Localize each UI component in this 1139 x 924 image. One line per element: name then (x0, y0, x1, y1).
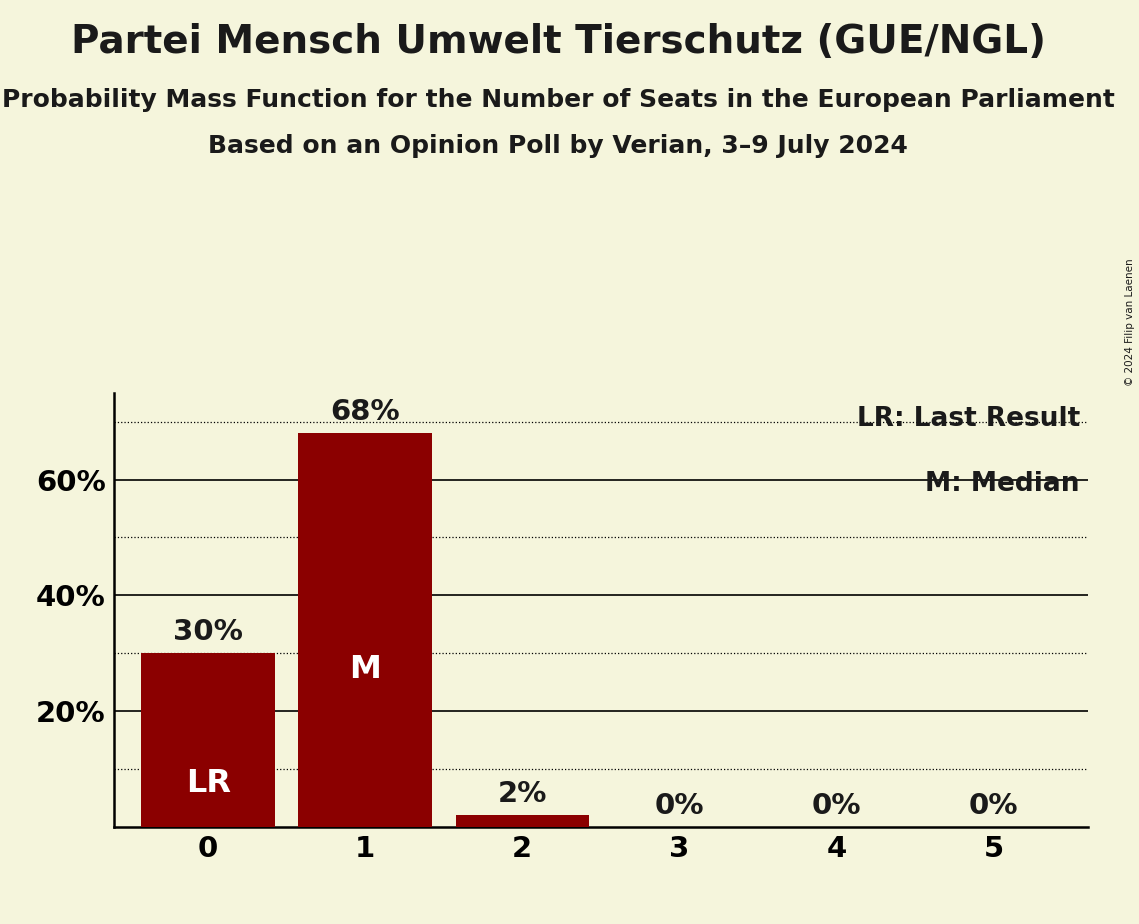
Bar (298, 433, 432, 827)
Text: Based on an Opinion Poll by Verian, 3–9 July 2024: Based on an Opinion Poll by Verian, 3–9 … (208, 134, 908, 158)
Text: M: M (350, 654, 382, 685)
Text: M: Median: M: Median (925, 471, 1080, 497)
Text: 0%: 0% (655, 792, 704, 820)
Text: 30%: 30% (173, 618, 243, 646)
Text: LR: Last Result: LR: Last Result (857, 406, 1080, 432)
Text: 68%: 68% (330, 398, 400, 426)
Bar (141, 653, 274, 827)
Text: LR: LR (186, 768, 230, 799)
Bar (456, 815, 589, 827)
Text: Probability Mass Function for the Number of Seats in the European Parliament: Probability Mass Function for the Number… (1, 88, 1115, 112)
Text: 0%: 0% (812, 792, 861, 820)
Text: 2%: 2% (498, 781, 547, 808)
Text: © 2024 Filip van Laenen: © 2024 Filip van Laenen (1125, 259, 1134, 386)
Text: Partei Mensch Umwelt Tierschutz (GUE/NGL): Partei Mensch Umwelt Tierschutz (GUE/NGL… (71, 23, 1046, 61)
Text: 0%: 0% (969, 792, 1018, 820)
